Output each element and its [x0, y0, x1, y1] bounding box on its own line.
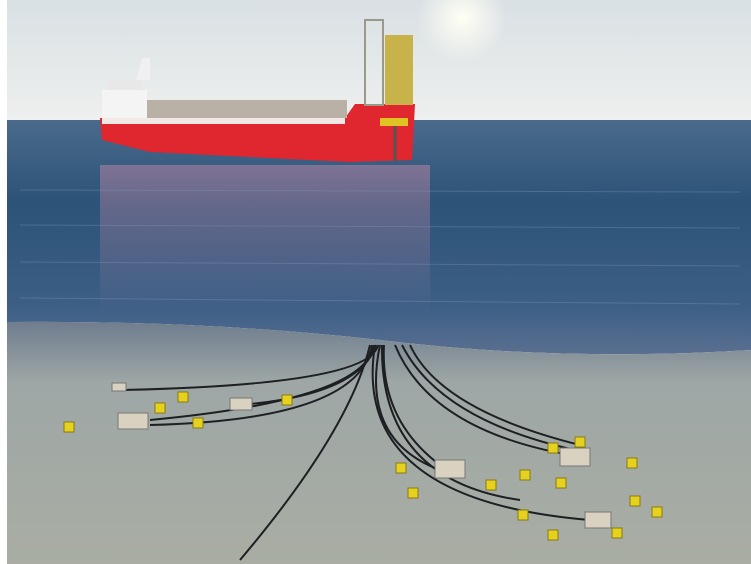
flowlines: [119, 344, 591, 561]
manifold: [434, 459, 466, 479]
superstructure: [102, 90, 147, 118]
flare-tower: [364, 19, 384, 106]
wellhead: [574, 436, 586, 448]
wellhead: [407, 487, 419, 499]
wellhead: [154, 402, 166, 414]
flowline: [409, 344, 581, 446]
wave: [19, 261, 741, 267]
seabed: [7, 321, 751, 564]
manifold: [117, 412, 149, 430]
funnel: [136, 58, 150, 80]
wellhead: [281, 394, 293, 406]
sun: [417, 0, 507, 63]
wave: [19, 224, 741, 229]
wellhead: [517, 509, 529, 521]
wellhead: [611, 527, 623, 539]
manifold: [584, 511, 612, 529]
process-modules: [147, 100, 347, 118]
reflection: [100, 165, 430, 315]
flowline: [401, 344, 576, 451]
wellhead: [555, 477, 567, 489]
wellhead: [192, 417, 204, 429]
flowline: [375, 344, 441, 471]
wellhead: [177, 391, 189, 403]
wellhead: [629, 495, 641, 507]
wellhead: [63, 421, 75, 433]
wave: [19, 297, 741, 305]
turret-deck: [380, 118, 408, 126]
wellhead: [395, 462, 407, 474]
flowline: [382, 344, 441, 466]
flowline: [394, 344, 571, 456]
manifold: [229, 397, 253, 411]
waves: [19, 189, 741, 305]
wellhead: [626, 457, 638, 469]
flowline: [371, 344, 591, 521]
deck-line: [102, 118, 345, 124]
bridge: [108, 80, 142, 90]
wellhead: [547, 529, 559, 541]
wellheads: [63, 391, 663, 541]
manifold: [111, 382, 127, 392]
wave: [19, 189, 741, 193]
flowline: [380, 344, 521, 501]
wellhead: [547, 442, 559, 454]
flowline: [119, 344, 379, 391]
turret: [385, 35, 413, 105]
wellhead: [485, 479, 497, 491]
manifolds: [111, 382, 612, 529]
ship: [100, 19, 415, 162]
wellhead: [519, 469, 531, 481]
wellhead: [651, 506, 663, 518]
manifold: [559, 447, 591, 467]
